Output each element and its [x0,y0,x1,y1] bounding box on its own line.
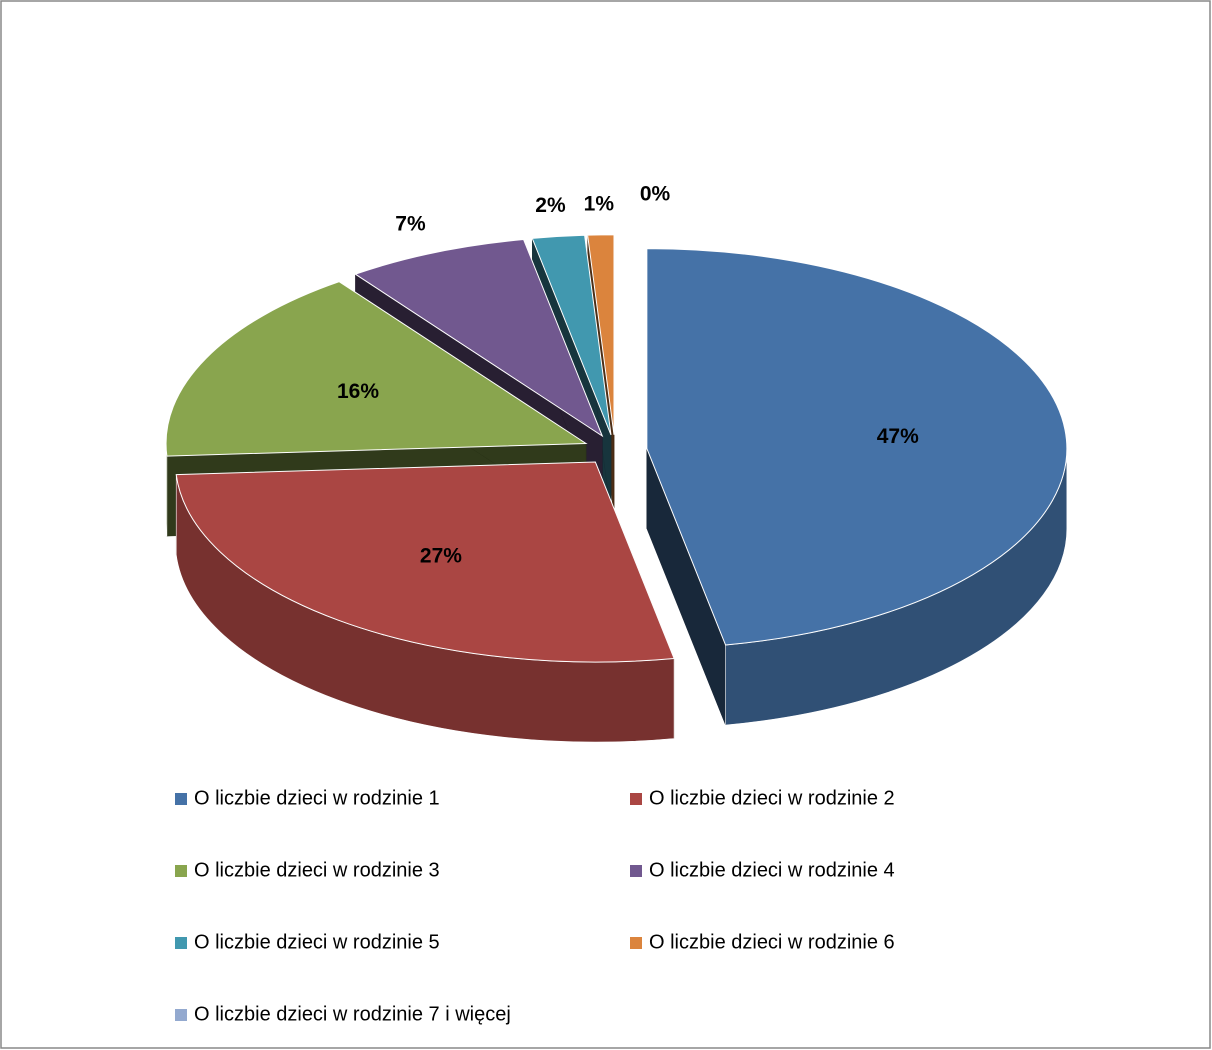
legend-label: O liczbie dzieci w rodzinie 2 [649,787,895,809]
data-label: 7% [395,212,426,235]
legend-swatch [175,793,187,805]
slice [175,461,675,663]
data-label: 16% [337,380,379,403]
legend-label: O liczbie dzieci w rodzinie 3 [194,859,440,881]
legend-swatch [630,937,642,949]
legend-swatch [175,1009,187,1021]
slice [354,239,604,438]
legend-swatch [630,793,642,805]
legend: O liczbie dzieci w rodzinie 1 O liczbie d… [175,787,895,1025]
slice [587,234,615,435]
legend-label: O liczbie dzieci w rodzinie 6 [649,931,895,953]
legend-swatch [630,865,642,877]
legend-label: O liczbie dzieci w rodzinie 5 [194,931,440,953]
data-label: 47% [877,425,919,448]
legend-label: O liczbie dzieci w rodzinie 1 [194,787,440,809]
data-label: 0% [640,182,671,205]
legend-label: O liczbie dzieci w rodzinie 4 [649,859,895,881]
data-label: 1% [584,192,615,215]
legend-swatch [175,865,187,877]
slice [165,281,588,457]
pie: 47% 27% 16% 7% 2% 1% 0% [165,182,1068,743]
slice [646,248,1068,646]
legend-label: O liczbie dzieci w rodzinie 7 i więcej [194,1003,511,1025]
slice [531,234,612,436]
slice-wall [165,443,168,537]
data-label: 2% [535,194,566,217]
legend-swatch [175,937,187,949]
data-label: 27% [420,544,462,567]
